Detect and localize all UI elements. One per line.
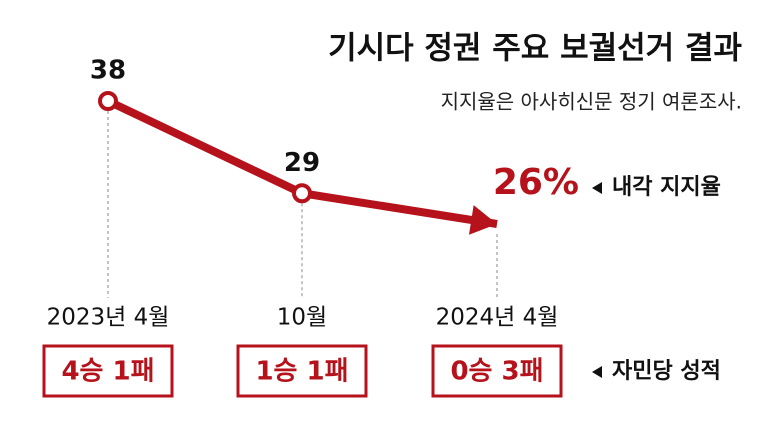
legend-label: 내각 지지율	[612, 175, 721, 200]
value-label: 38	[90, 56, 126, 86]
legend-pointer	[592, 182, 602, 194]
value-label: 26%	[493, 162, 579, 203]
records-pointer	[592, 366, 602, 378]
record-label: 0승 3패	[450, 357, 543, 387]
value-label: 29	[284, 148, 320, 178]
record-box	[42, 344, 174, 398]
records-label: 자민당 성적	[612, 359, 721, 384]
point	[98, 91, 118, 111]
arrow-head	[468, 205, 497, 235]
record-label: 4승 1패	[61, 357, 154, 387]
x-tick-label: 2024년 4월	[436, 305, 559, 331]
chart-title: 기시다 정권 주요 보궐선거 결과	[328, 31, 742, 67]
point	[292, 183, 312, 204]
x-tick-label: 10월	[277, 305, 327, 331]
x-tick-label: 2023년 4월	[47, 305, 170, 331]
chart-subtitle: 지지율은 아사히신문 정기 여론조사.	[441, 90, 742, 114]
record-box	[431, 344, 563, 398]
record-label: 1승 1패	[255, 357, 348, 387]
record-box	[236, 344, 368, 398]
